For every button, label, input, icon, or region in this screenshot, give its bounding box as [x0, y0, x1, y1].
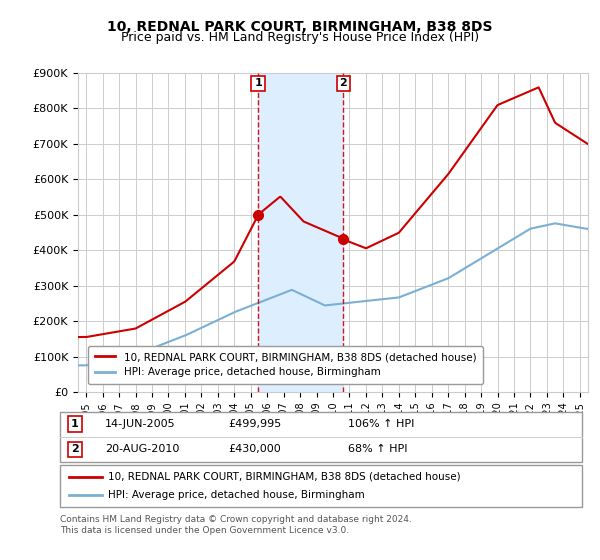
Text: 14-JUN-2005: 14-JUN-2005 — [105, 419, 176, 429]
Text: 106% ↑ HPI: 106% ↑ HPI — [348, 419, 415, 429]
Text: £430,000: £430,000 — [228, 445, 281, 454]
Text: HPI: Average price, detached house, Birmingham: HPI: Average price, detached house, Birm… — [108, 490, 365, 500]
Text: 68% ↑ HPI: 68% ↑ HPI — [348, 445, 407, 454]
Text: 2: 2 — [340, 78, 347, 88]
Text: 20-AUG-2010: 20-AUG-2010 — [105, 445, 179, 454]
Text: £499,995: £499,995 — [228, 419, 281, 429]
Text: Price paid vs. HM Land Registry's House Price Index (HPI): Price paid vs. HM Land Registry's House … — [121, 31, 479, 44]
Legend: 10, REDNAL PARK COURT, BIRMINGHAM, B38 8DS (detached house), HPI: Average price,: 10, REDNAL PARK COURT, BIRMINGHAM, B38 8… — [88, 346, 482, 384]
Text: 2: 2 — [71, 445, 79, 454]
Text: 10, REDNAL PARK COURT, BIRMINGHAM, B38 8DS (detached house): 10, REDNAL PARK COURT, BIRMINGHAM, B38 8… — [108, 472, 461, 482]
Text: 1: 1 — [71, 419, 79, 429]
Text: Contains HM Land Registry data © Crown copyright and database right 2024.
This d: Contains HM Land Registry data © Crown c… — [60, 515, 412, 535]
Text: 1: 1 — [254, 78, 262, 88]
Bar — [258, 73, 343, 392]
Text: 10, REDNAL PARK COURT, BIRMINGHAM, B38 8DS: 10, REDNAL PARK COURT, BIRMINGHAM, B38 8… — [107, 20, 493, 34]
